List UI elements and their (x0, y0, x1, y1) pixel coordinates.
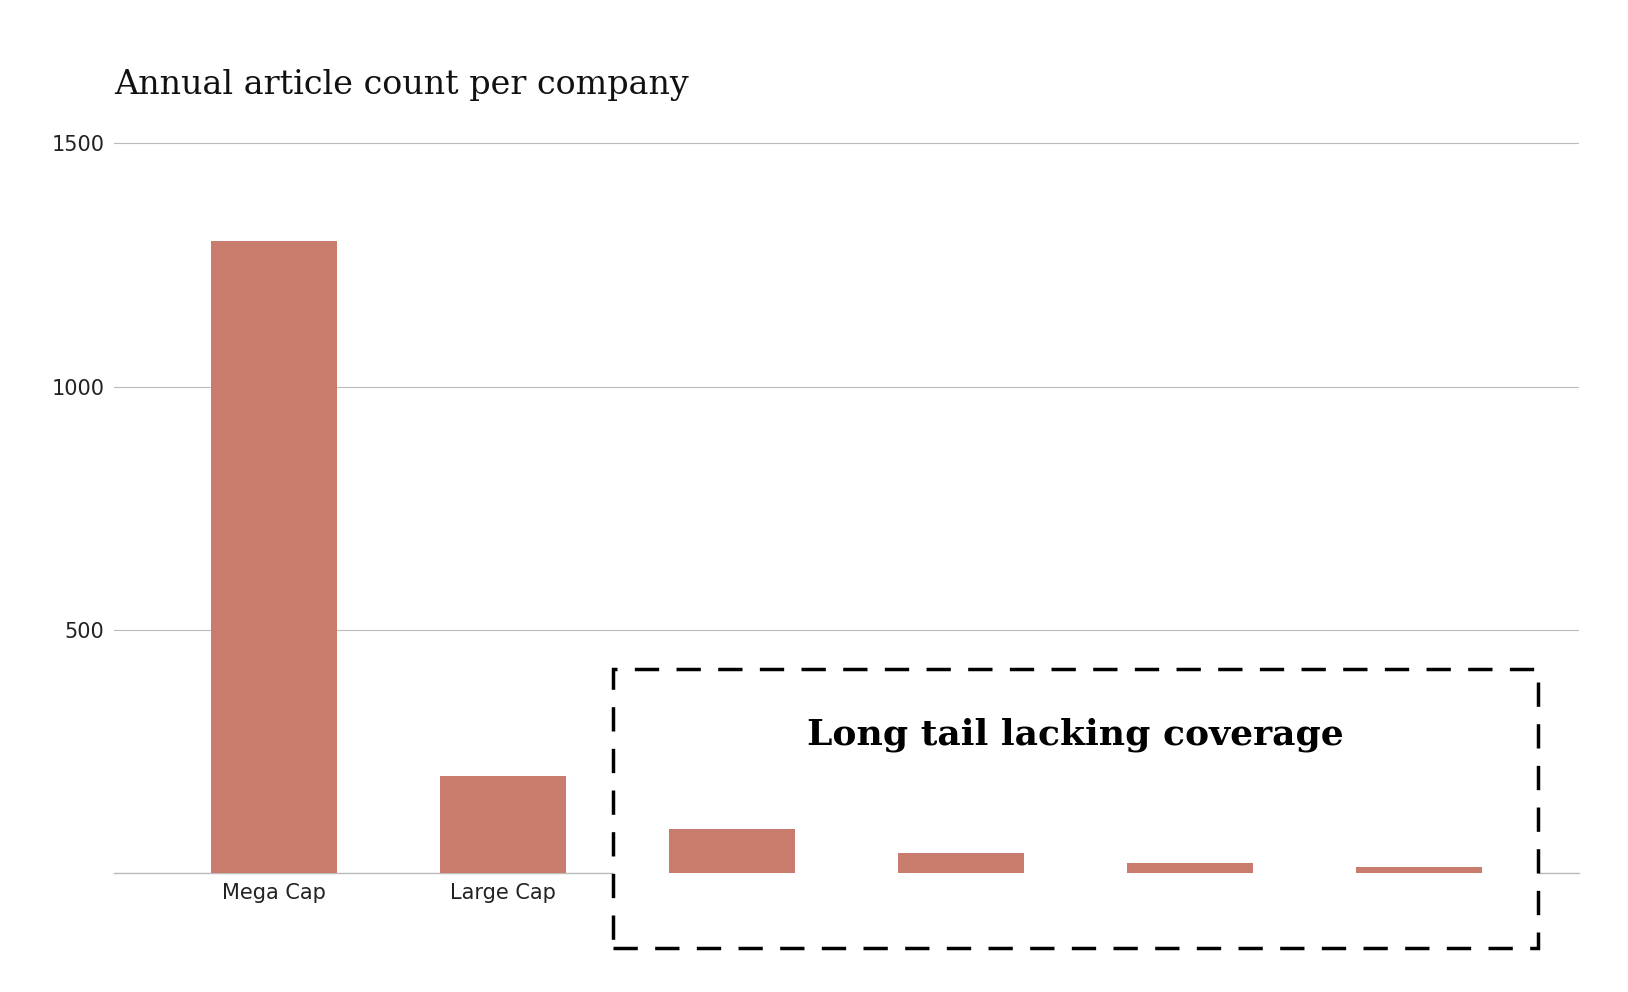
FancyBboxPatch shape (614, 669, 1538, 948)
Text: Annual article count per company: Annual article count per company (114, 69, 689, 101)
Bar (669, 829, 794, 873)
Bar (1127, 863, 1254, 873)
Bar (1356, 867, 1481, 873)
Bar (212, 241, 337, 873)
Bar (669, 829, 794, 873)
Bar (899, 852, 1024, 873)
Text: Long tail lacking coverage: Long tail lacking coverage (807, 717, 1343, 752)
Bar (212, 241, 337, 873)
Bar (440, 776, 567, 873)
Bar (1127, 863, 1254, 873)
Bar (899, 852, 1024, 873)
Bar (1356, 867, 1481, 873)
Bar (440, 776, 567, 873)
